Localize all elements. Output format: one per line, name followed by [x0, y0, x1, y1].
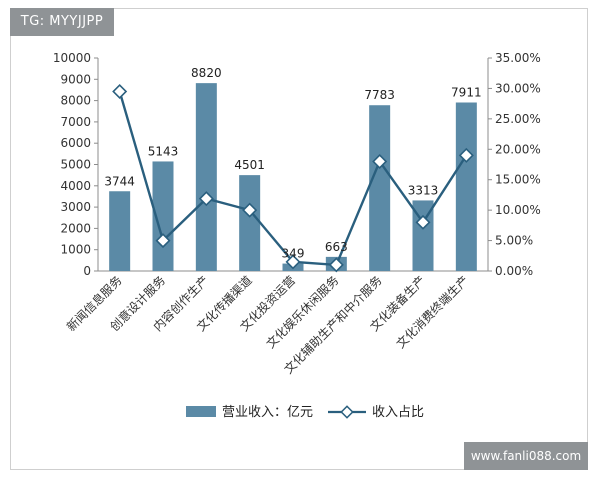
bar-data-label: 8820	[191, 66, 222, 80]
bar-data-label: 349	[282, 247, 305, 261]
category-label: 文化消费终端生产	[393, 273, 471, 351]
left-tick-label: 6000	[60, 136, 91, 150]
bar-data-label: 7911	[451, 85, 482, 99]
legend-line-label: 收入占比	[372, 405, 424, 420]
left-tick-label: 3000	[60, 200, 91, 214]
ratio-point	[112, 83, 128, 99]
right-tick-label: 35.00%	[495, 51, 541, 65]
ratio-point	[372, 153, 388, 169]
bar	[109, 191, 131, 271]
legend-line-marker	[340, 405, 354, 419]
bar-data-label: 3744	[104, 174, 135, 188]
bar-data-label: 5143	[148, 144, 179, 158]
legend-bar-label: 营业收入：亿元	[222, 405, 313, 420]
bar	[195, 83, 217, 271]
ratio-point	[285, 254, 301, 270]
left-tick-label: 5000	[60, 158, 91, 172]
right-tick-label: 15.00%	[495, 173, 541, 187]
ratio-point	[242, 202, 258, 218]
left-tick-label: 4000	[60, 179, 91, 193]
ratio-point	[198, 191, 214, 207]
right-tick-label: 20.00%	[495, 142, 541, 156]
watermark-top-left: TG: MYYJJPP	[10, 8, 114, 36]
ratio-point	[328, 257, 344, 273]
right-tick-label: 5.00%	[495, 234, 533, 248]
ratio-point	[155, 233, 171, 249]
right-tick-label: 25.00%	[495, 112, 541, 126]
left-tick-label: 7000	[60, 115, 91, 129]
bar-data-label: 663	[325, 240, 348, 254]
left-tick-label: 1000	[60, 243, 91, 257]
left-tick-label: 0	[83, 264, 91, 278]
bar	[412, 200, 434, 271]
ratio-point	[458, 147, 474, 163]
legend-bar-swatch	[186, 406, 216, 417]
left-tick-label: 9000	[60, 72, 91, 86]
bar	[455, 102, 477, 271]
ratio-point	[415, 214, 431, 230]
bar	[239, 175, 261, 271]
left-tick-label: 8000	[60, 94, 91, 108]
left-tick-label: 2000	[60, 221, 91, 235]
right-tick-label: 0.00%	[495, 264, 533, 278]
category-label: 文化娱乐休闲服务	[263, 273, 341, 351]
left-tick-label: 10000	[53, 51, 91, 65]
bar-data-label: 7783	[364, 88, 395, 102]
bar	[369, 105, 391, 271]
bar-data-label: 3313	[408, 183, 439, 197]
bar-data-label: 4501	[234, 158, 265, 172]
bar	[152, 161, 174, 271]
chart-frame	[10, 8, 588, 470]
right-tick-label: 10.00%	[495, 203, 541, 217]
watermark-bottom-right: www.fanli088.com	[464, 442, 588, 470]
right-tick-label: 30.00%	[495, 81, 541, 95]
